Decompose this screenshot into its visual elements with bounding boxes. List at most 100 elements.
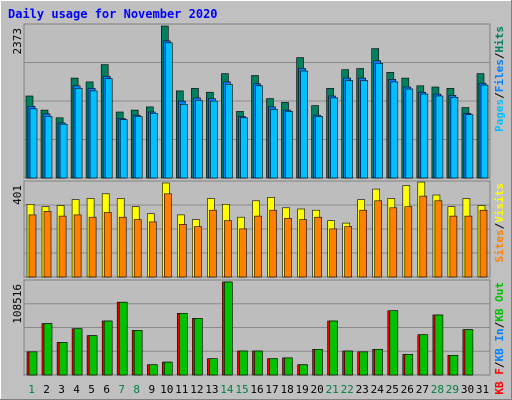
bar-kb-kb-out-day-8 <box>133 330 143 376</box>
x-tick-label: 27 <box>416 383 429 396</box>
x-tick-label: 4 <box>73 383 80 396</box>
x-tick-label: 9 <box>148 383 155 396</box>
x-tick-label: 23 <box>356 383 369 396</box>
bar-hits-pages-day-25 <box>390 81 399 179</box>
bar-kb-kb-out-day-25 <box>389 310 399 376</box>
chart-title: Daily usage for November 2020 <box>8 7 218 21</box>
x-tick-label: 24 <box>371 383 385 396</box>
bar-kb-kb-out-day-11 <box>179 312 188 376</box>
bar-hits-pages-day-24 <box>375 62 384 179</box>
x-tick-label: 13 <box>205 383 218 396</box>
bar-kb-kb-out-day-14 <box>224 281 233 376</box>
bar-hits-pages-day-13 <box>210 100 218 179</box>
x-tick-label: 26 <box>401 383 414 396</box>
bar-kb-kb-out-day-24 <box>374 348 384 376</box>
bar-kb-kb-out-day-26 <box>404 354 414 376</box>
bar-visits-sites-day-22 <box>344 226 353 278</box>
bar-visits-sites-day-4 <box>73 214 82 278</box>
bar-visits-sites-day-5 <box>88 216 97 278</box>
x-tick-label: 8 <box>133 383 140 396</box>
bar-hits-pages-day-22 <box>345 80 354 179</box>
bar-hits-pages-day-4 <box>74 88 83 179</box>
bar-hits-pages-day-16 <box>255 85 263 179</box>
bar-kb-kb-out-day-4 <box>73 328 83 376</box>
x-tick-label: 30 <box>461 383 474 396</box>
legend-kb-f: KB F <box>493 368 506 395</box>
bar-visits-sites-day-10 <box>164 193 172 278</box>
series-kb-out <box>28 281 474 376</box>
bar-visits-sites-day-17 <box>269 209 277 278</box>
panel-visits-legend: Sites/Visits <box>493 183 506 263</box>
x-tick-label: 12 <box>190 383 203 396</box>
bar-hits-pages-day-6 <box>104 78 113 179</box>
bar-visits-sites-day-27 <box>419 195 428 278</box>
bar-hits-pages-day-20 <box>315 116 323 179</box>
bar-visits-sites-day-19 <box>299 219 307 278</box>
x-tick-label: 22 <box>341 383 354 396</box>
bar-hits-pages-day-26 <box>405 88 414 179</box>
x-tick-label: 31 <box>476 383 489 396</box>
x-tick-label: 29 <box>446 383 459 396</box>
x-tick-label: 5 <box>88 383 95 396</box>
bar-kb-kb-out-day-27 <box>419 334 429 376</box>
bar-hits-pages-day-19 <box>300 70 308 179</box>
bar-visits-sites-day-23 <box>359 209 368 278</box>
x-tick-label: 14 <box>220 383 234 396</box>
x-tick-label: 1 <box>28 383 35 396</box>
bar-visits-sites-day-15 <box>239 228 247 278</box>
x-tick-label: 7 <box>118 383 125 396</box>
bar-visits-sites-day-29 <box>449 215 458 278</box>
bar-kb-kb-out-day-15 <box>239 350 248 376</box>
bar-hits-pages-day-8 <box>134 116 143 179</box>
bar-hits-pages-day-15 <box>240 117 248 179</box>
bar-kb-kb-out-day-3 <box>58 342 68 376</box>
legend-visits: Visits <box>493 183 506 223</box>
bar-visits-sites-day-1 <box>28 214 37 278</box>
legend-pages: Pages <box>493 99 506 132</box>
x-tick-label: 16 <box>250 383 263 396</box>
x-tick-label: 19 <box>295 383 308 396</box>
bar-kb-kb-out-day-28 <box>434 314 444 376</box>
bar-kb-kb-out-day-7 <box>118 301 128 376</box>
bar-visits-sites-day-18 <box>284 218 292 278</box>
bar-kb-kb-out-day-2 <box>43 323 53 376</box>
series-pages <box>29 42 489 179</box>
legend-sites: Sites <box>493 229 506 262</box>
x-tick-label: 2 <box>43 383 50 396</box>
bar-visits-sites-day-2 <box>43 211 52 278</box>
bar-hits-pages-day-21 <box>330 97 338 179</box>
bar-visits-sites-day-9 <box>149 221 157 278</box>
bar-kb-kb-out-day-20 <box>314 348 323 376</box>
bar-visits-sites-day-26 <box>404 206 413 278</box>
bar-hits-pages-day-11 <box>180 104 188 179</box>
bar-visits-sites-day-13 <box>209 209 217 278</box>
bar-kb-kb-out-day-29 <box>449 354 459 376</box>
x-tick-label: 6 <box>103 383 110 396</box>
bar-visits-sites-day-21 <box>329 228 337 278</box>
bar-visits-sites-day-8 <box>133 219 142 278</box>
panel-hits-legend: Pages/Files/Hits <box>493 26 506 132</box>
bar-visits-sites-day-7 <box>118 216 127 278</box>
legend-kb-in: KB In <box>493 328 506 361</box>
x-tick-label: 28 <box>431 383 444 396</box>
bar-hits-pages-day-12 <box>195 100 203 179</box>
bar-hits-pages-day-10 <box>165 42 173 179</box>
chart-panels: 2373Pages/Files/Hits401Sites/Visits10851… <box>11 23 506 395</box>
series-sites <box>28 193 488 278</box>
legend-files: Files <box>493 59 506 92</box>
x-tick-label: 3 <box>58 383 65 396</box>
bar-visits-sites-day-12 <box>194 226 202 278</box>
bar-visits-sites-day-3 <box>58 215 67 278</box>
bar-visits-sites-day-14 <box>224 220 232 278</box>
bar-hits-pages-day-29 <box>450 97 459 179</box>
bar-hits-pages-day-28 <box>435 95 444 179</box>
panel-kb-legend: KB F/KB In/KB Out <box>493 282 506 395</box>
bar-visits-sites-day-28 <box>434 200 443 278</box>
bar-hits-pages-day-5 <box>89 90 98 179</box>
legend-hits: Hits <box>493 26 506 53</box>
bar-hits-pages-day-3 <box>59 123 68 179</box>
bar-hits-pages-day-14 <box>225 84 233 179</box>
bar-kb-kb-out-day-10 <box>164 361 173 376</box>
bar-hits-pages-day-1 <box>29 108 38 179</box>
